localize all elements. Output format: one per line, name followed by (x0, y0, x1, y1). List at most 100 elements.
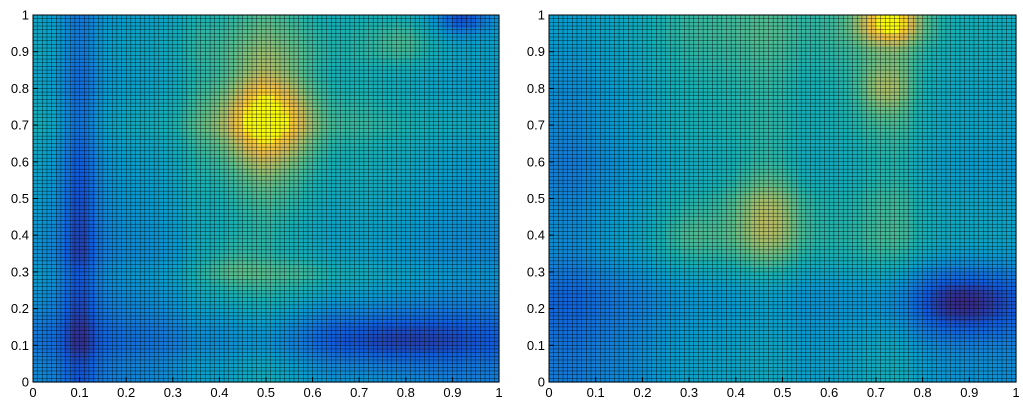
heatmap-cell (588, 321, 596, 328)
heatmap-cell (689, 137, 697, 144)
heatmap-cell (359, 52, 367, 59)
heatmap-cell (674, 15, 682, 22)
heatmap-cell (351, 52, 359, 59)
heatmap-cell (126, 235, 134, 242)
heatmap-cell (697, 235, 705, 242)
heatmap-cell (666, 339, 674, 346)
heatmap-cell (681, 162, 689, 169)
heatmap-cell (359, 192, 367, 199)
heatmap-cell (274, 284, 282, 291)
heatmap-cell (344, 70, 352, 77)
heatmap-cell (565, 33, 573, 40)
heatmap-cell (313, 70, 321, 77)
heatmap-cell (476, 229, 484, 236)
heatmap-cell (219, 309, 227, 316)
heatmap-cell (557, 321, 565, 328)
heatmap-cell (289, 174, 297, 181)
heatmap-cell (681, 364, 689, 371)
heatmap-cell (491, 137, 499, 144)
heatmap-cell (596, 70, 604, 77)
heatmap-cell (689, 345, 697, 352)
heatmap-cell (650, 345, 658, 352)
heatmap-cell (87, 156, 95, 163)
heatmap-cell (243, 125, 251, 132)
heatmap-cell (619, 364, 627, 371)
heatmap-cell (243, 70, 251, 77)
heatmap-cell (204, 174, 212, 181)
heatmap-cell (351, 321, 359, 328)
heatmap-cell (258, 247, 266, 254)
heatmap-cell (266, 52, 274, 59)
heatmap-cell (142, 254, 150, 261)
heatmap-cell (126, 137, 134, 144)
heatmap-cell (150, 345, 158, 352)
heatmap-cell (406, 339, 414, 346)
heatmap-cell (320, 107, 328, 114)
heatmap-cell (344, 272, 352, 279)
heatmap-cell (445, 327, 453, 334)
heatmap-cell (126, 82, 134, 89)
heatmap-cell (712, 107, 720, 114)
heatmap-cell (437, 107, 445, 114)
heatmap-cell (212, 199, 220, 206)
heatmap-cell (181, 235, 189, 242)
heatmap-cell (181, 211, 189, 218)
heatmap-cell (266, 302, 274, 309)
heatmap-cell (142, 70, 150, 77)
heatmap-cell (351, 64, 359, 71)
heatmap-cell (111, 272, 119, 279)
heatmap-cell (320, 364, 328, 371)
heatmap-cell (572, 192, 580, 199)
heatmap-cell (173, 217, 181, 224)
heatmap-cell (437, 345, 445, 352)
heatmap-cell (596, 266, 604, 273)
heatmap-cell (212, 137, 220, 144)
heatmap-cell (72, 266, 80, 273)
heatmap-cell (258, 358, 266, 365)
heatmap-cell (383, 27, 391, 34)
heatmap-cell (421, 64, 429, 71)
heatmap-cell (49, 364, 57, 371)
heatmap-cell (596, 64, 604, 71)
heatmap-cell (64, 235, 72, 242)
heatmap-cell (150, 107, 158, 114)
heatmap-cell (603, 64, 611, 71)
heatmap-cell (390, 52, 398, 59)
heatmap-cell (359, 125, 367, 132)
heatmap-cell (181, 247, 189, 254)
heatmap-cell (627, 266, 635, 273)
heatmap-cell (635, 235, 643, 242)
heatmap-cell (572, 52, 580, 59)
heatmap-cell (390, 211, 398, 218)
heatmap-cell (344, 284, 352, 291)
heatmap-cell (72, 64, 80, 71)
heatmap-cell (41, 107, 49, 114)
heatmap-cell (243, 302, 251, 309)
heatmap-cell (196, 327, 204, 334)
heatmap-cell (80, 284, 88, 291)
heatmap-cell (689, 88, 697, 95)
heatmap-cell (658, 70, 666, 77)
heatmap-cell (658, 143, 666, 150)
heatmap-cell (41, 290, 49, 297)
heatmap-cell (720, 309, 728, 316)
heatmap-cell (305, 345, 313, 352)
heatmap-cell (150, 52, 158, 59)
heatmap-cell (359, 107, 367, 114)
heatmap-cell (476, 272, 484, 279)
heatmap-cell (596, 339, 604, 346)
heatmap-cell (712, 364, 720, 371)
heatmap-cell (437, 247, 445, 254)
heatmap-cell (437, 174, 445, 181)
heatmap-cell (658, 302, 666, 309)
heatmap-cell (33, 211, 41, 218)
heatmap-cell (383, 345, 391, 352)
heatmap-cell (243, 88, 251, 95)
heatmap-cell (565, 358, 573, 365)
heatmap-cell (313, 137, 321, 144)
heatmap-cell (429, 358, 437, 365)
heatmap-cell (41, 302, 49, 309)
heatmap-cell (557, 107, 565, 114)
heatmap-cell (445, 27, 453, 34)
heatmap-cell (258, 137, 266, 144)
